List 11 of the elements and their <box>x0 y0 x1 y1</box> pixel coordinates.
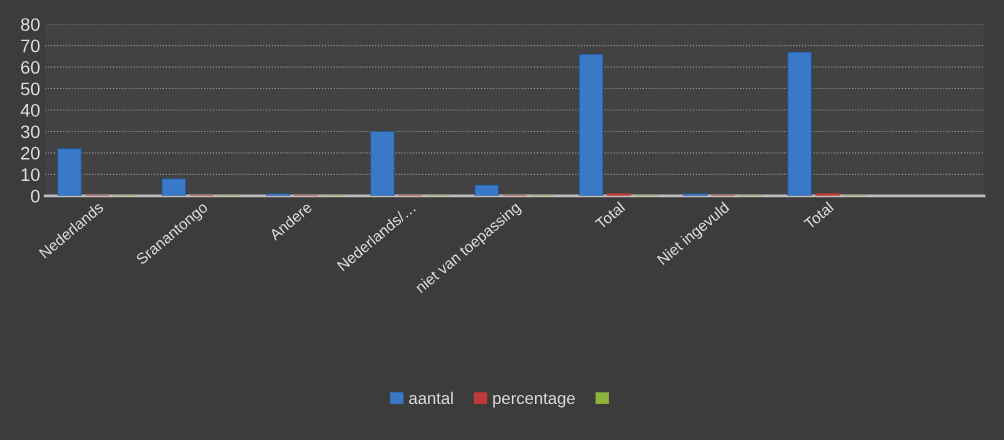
y-tick-label: 10 <box>21 168 40 182</box>
y-tick-label: 80 <box>21 18 40 31</box>
y-tick-label: 40 <box>20 103 40 117</box>
legend-label: aantal <box>409 391 453 405</box>
y-tick-label: 20 <box>21 146 40 160</box>
y-tick-label: 0 <box>30 189 40 203</box>
y-tick-label: 50 <box>20 82 40 96</box>
y-tick-label: 70 <box>21 39 40 53</box>
y-tick-label: 30 <box>20 125 40 139</box>
legend-label: percentage <box>493 393 575 408</box>
y-tick-label: 60 <box>21 61 40 74</box>
